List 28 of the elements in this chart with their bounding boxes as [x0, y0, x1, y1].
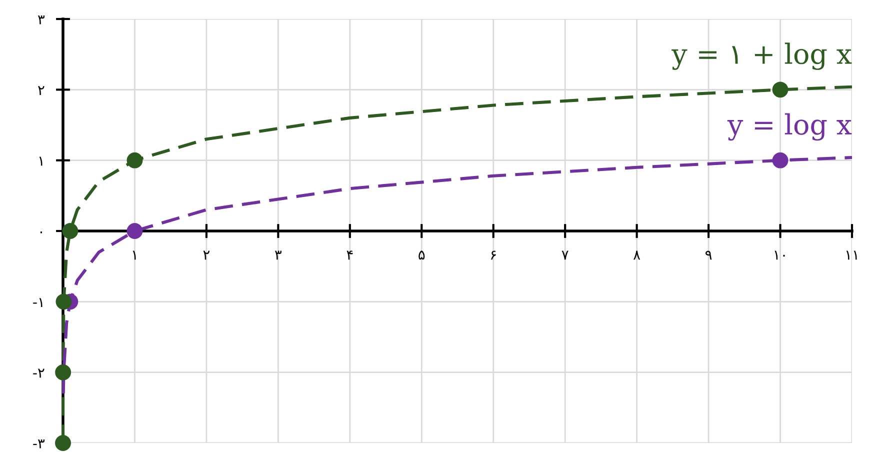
- series-label: y = log x: [727, 113, 852, 141]
- x-tick-label: ۲: [203, 250, 210, 260]
- x-tick-label: ۷: [562, 250, 568, 260]
- point: [62, 223, 78, 239]
- x-tick-label: ۱: [132, 250, 136, 260]
- point: [56, 294, 72, 310]
- y-tick-label: -۱: [33, 298, 42, 307]
- point: [55, 435, 71, 451]
- y-tick-label: -۳: [33, 439, 45, 448]
- y-tick-label: ۱: [39, 156, 42, 166]
- x-tick-label: ۶: [491, 250, 496, 260]
- x-tick-label: ۸: [633, 250, 640, 260]
- point: [126, 152, 143, 168]
- x-tick-label: ۵: [418, 250, 425, 260]
- x-tick-label: ۴: [346, 250, 353, 260]
- point: [772, 152, 788, 168]
- y-tick-label: ۲: [38, 86, 44, 95]
- point: [772, 82, 788, 98]
- x-tick-label: ۹: [705, 250, 712, 260]
- y-tick-label: ۳: [38, 15, 45, 24]
- x-tick-label: ۳: [274, 250, 282, 260]
- x-tick-label: ۱۱: [846, 250, 857, 260]
- point: [126, 223, 143, 239]
- x-tick-label: ۱۰: [774, 250, 785, 260]
- point: [55, 364, 72, 380]
- y-tick-label: -۲: [33, 368, 44, 378]
- y-tick-label: ۰: [40, 232, 42, 234]
- series-label: y = ۱ + log x: [672, 42, 852, 70]
